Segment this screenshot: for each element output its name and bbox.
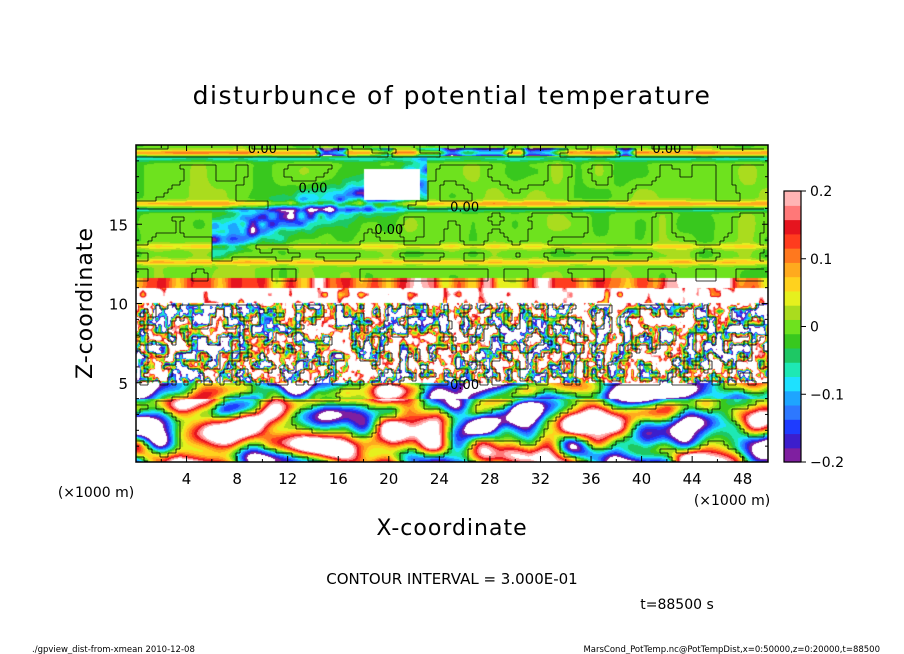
- contour-label: 0.00: [374, 223, 403, 238]
- x-tick-label: 40: [632, 470, 651, 488]
- colorbar-segment: [784, 390, 801, 406]
- y-axis-label: Z-coordinate: [73, 227, 98, 379]
- colorbar-segment: [784, 376, 801, 392]
- colorbar-tick-label: 0.1: [810, 252, 832, 268]
- colorbar-segment: [784, 290, 801, 306]
- colorbar-segment: [784, 319, 801, 335]
- colorbar-segment: [784, 347, 801, 363]
- colorbar-segment: [784, 419, 801, 435]
- heatmap-image: [136, 145, 768, 462]
- colorbar-segment: [784, 219, 801, 235]
- contour-label: 0.00: [450, 378, 479, 393]
- contour-label: 0.00: [248, 142, 277, 157]
- colorbar-segment: [784, 433, 801, 449]
- x-tick-label: 20: [379, 470, 398, 488]
- y-tick-label: 10: [109, 296, 128, 314]
- footer-right: MarsCond_PotTemp.nc@PotTempDist,x=0:5000…: [583, 645, 880, 654]
- colorbar-segment: [784, 233, 801, 249]
- colorbar: 0.2 0.1 0 −0.1 −0.2: [783, 184, 844, 471]
- heatmap-field: 0.00 0.00 0.00 0.00 0.00 0.00: [136, 142, 768, 462]
- colorbar-segment: [784, 248, 801, 263]
- x-tick-label: 28: [480, 470, 499, 488]
- time-label: t=88500 s: [640, 597, 714, 613]
- contour-label: 0.00: [450, 201, 479, 216]
- y-tick-label: 5: [118, 375, 128, 393]
- colorbar-tick-label: 0: [810, 320, 819, 336]
- colorbar-tick-label: −0.2: [810, 455, 844, 471]
- x-axis: 4 8 12 16 20 24 28 32 36 40 44 48: [160, 145, 769, 488]
- x-tick-label: 8: [232, 470, 242, 488]
- y-units-label: (×1000 m): [58, 485, 134, 501]
- y-axis: 5 10 15: [109, 160, 768, 447]
- x-axis-label: X-coordinate: [376, 516, 527, 541]
- colorbar-segment: [784, 447, 801, 463]
- x-tick-label: 24: [430, 470, 449, 488]
- x-tick-label: 4: [182, 470, 192, 488]
- y-tick-label: 15: [109, 216, 128, 234]
- x-tick-label: 44: [683, 470, 702, 488]
- contour-interval-text: CONTOUR INTERVAL = 3.000E-01: [326, 570, 577, 588]
- colorbar-segment: [784, 262, 801, 278]
- x-tick-label: 16: [329, 470, 348, 488]
- contour-lines: [136, 145, 765, 462]
- contour-label: 0.00: [652, 142, 681, 157]
- colorbar-segment: [784, 205, 801, 221]
- colorbar-segment: [784, 305, 801, 320]
- colorbar-segment: [784, 362, 801, 378]
- x-tick-label: 36: [581, 470, 600, 488]
- x-tick-label: 48: [733, 470, 752, 488]
- colorbar-segment: [784, 191, 801, 206]
- colorbar-segment: [784, 404, 801, 420]
- contour-label: 0.00: [298, 182, 327, 197]
- colorbar-tick-label: −0.1: [810, 387, 844, 403]
- x-tick-label: 12: [278, 470, 297, 488]
- footer-left: ./gpview_dist-from-xmean 2010-12-08: [32, 645, 195, 654]
- colorbar-tick-label: 0.2: [810, 184, 832, 200]
- colorbar-segment: [784, 333, 801, 349]
- x-tick-label: 32: [531, 470, 550, 488]
- colorbar-segment: [784, 276, 801, 292]
- x-units-label: (×1000 m): [694, 493, 770, 509]
- chart-title: disturbunce of potential temperature: [193, 81, 712, 110]
